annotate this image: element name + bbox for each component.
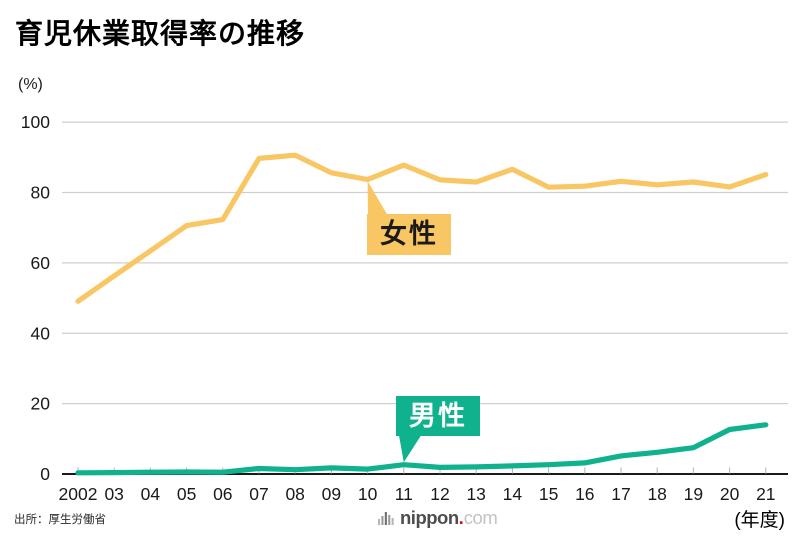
male-callout-tail	[399, 435, 421, 463]
x-tick-label-11: 11	[395, 484, 413, 504]
x-tick-label-19: 19	[684, 484, 703, 504]
x-tick-label-15: 15	[539, 484, 558, 504]
male-line	[75, 422, 769, 476]
x-tick-label-05: 05	[177, 484, 196, 504]
y-tick-label-20: 20	[31, 394, 51, 414]
nippon-logo: nippon. com	[378, 507, 498, 529]
female-line	[75, 152, 769, 304]
x-axis-unit-label: (年度)	[734, 510, 785, 531]
x-tick-label-06: 06	[213, 484, 232, 504]
y-axis-unit-label: (%)	[18, 76, 43, 93]
logo-word: nippon	[400, 507, 459, 528]
logo-dot: .	[458, 507, 464, 528]
x-tick-label-03: 03	[104, 484, 123, 504]
x-tick-label-18: 18	[647, 484, 666, 504]
x-tick-label-08: 08	[285, 484, 304, 504]
y-axis-tick-labels: 0 20 40 60 80 100	[21, 112, 50, 484]
female-callout-tail	[367, 181, 388, 216]
female-series-label: 女性	[380, 219, 438, 249]
x-tick-label-09: 09	[322, 484, 341, 504]
series-lines	[75, 152, 769, 476]
x-tick-label-13: 13	[466, 484, 485, 504]
x-tick-label-07: 07	[249, 484, 268, 504]
y-tick-label-40: 40	[31, 323, 51, 343]
male-series-label: 男性	[409, 400, 467, 431]
source-note: 出所：厚生労働省	[14, 514, 106, 526]
waveform-icon	[378, 512, 394, 525]
x-tick-label-04: 04	[141, 484, 161, 504]
logo-tld: com	[463, 507, 498, 528]
y-tick-label-60: 60	[31, 253, 51, 273]
x-tick-label-21: 21	[756, 484, 775, 504]
x-tick-label-14: 14	[503, 484, 523, 504]
x-tick-label-2002: 2002	[59, 484, 98, 504]
x-tick-label-16: 16	[575, 484, 594, 504]
x-tick-label-17: 17	[611, 484, 630, 504]
x-tick-label-20: 20	[720, 484, 740, 504]
y-tick-label-80: 80	[31, 183, 51, 203]
male-series-callout: 男性	[396, 396, 480, 436]
callout-tails	[367, 181, 421, 463]
x-tick-label-10: 10	[358, 484, 378, 504]
y-tick-label-100: 100	[21, 112, 50, 132]
chart-title: 育児休業取得率の推移	[15, 18, 306, 49]
female-series-callout: 女性	[367, 214, 451, 255]
y-tick-label-0: 0	[40, 464, 50, 484]
x-axis-tick-labels: 2002 03 04 05 06 07 08 09 10 11 12 13 14 15 16 17 18 19 20…	[59, 484, 776, 504]
x-tick-label-12: 12	[430, 484, 449, 504]
